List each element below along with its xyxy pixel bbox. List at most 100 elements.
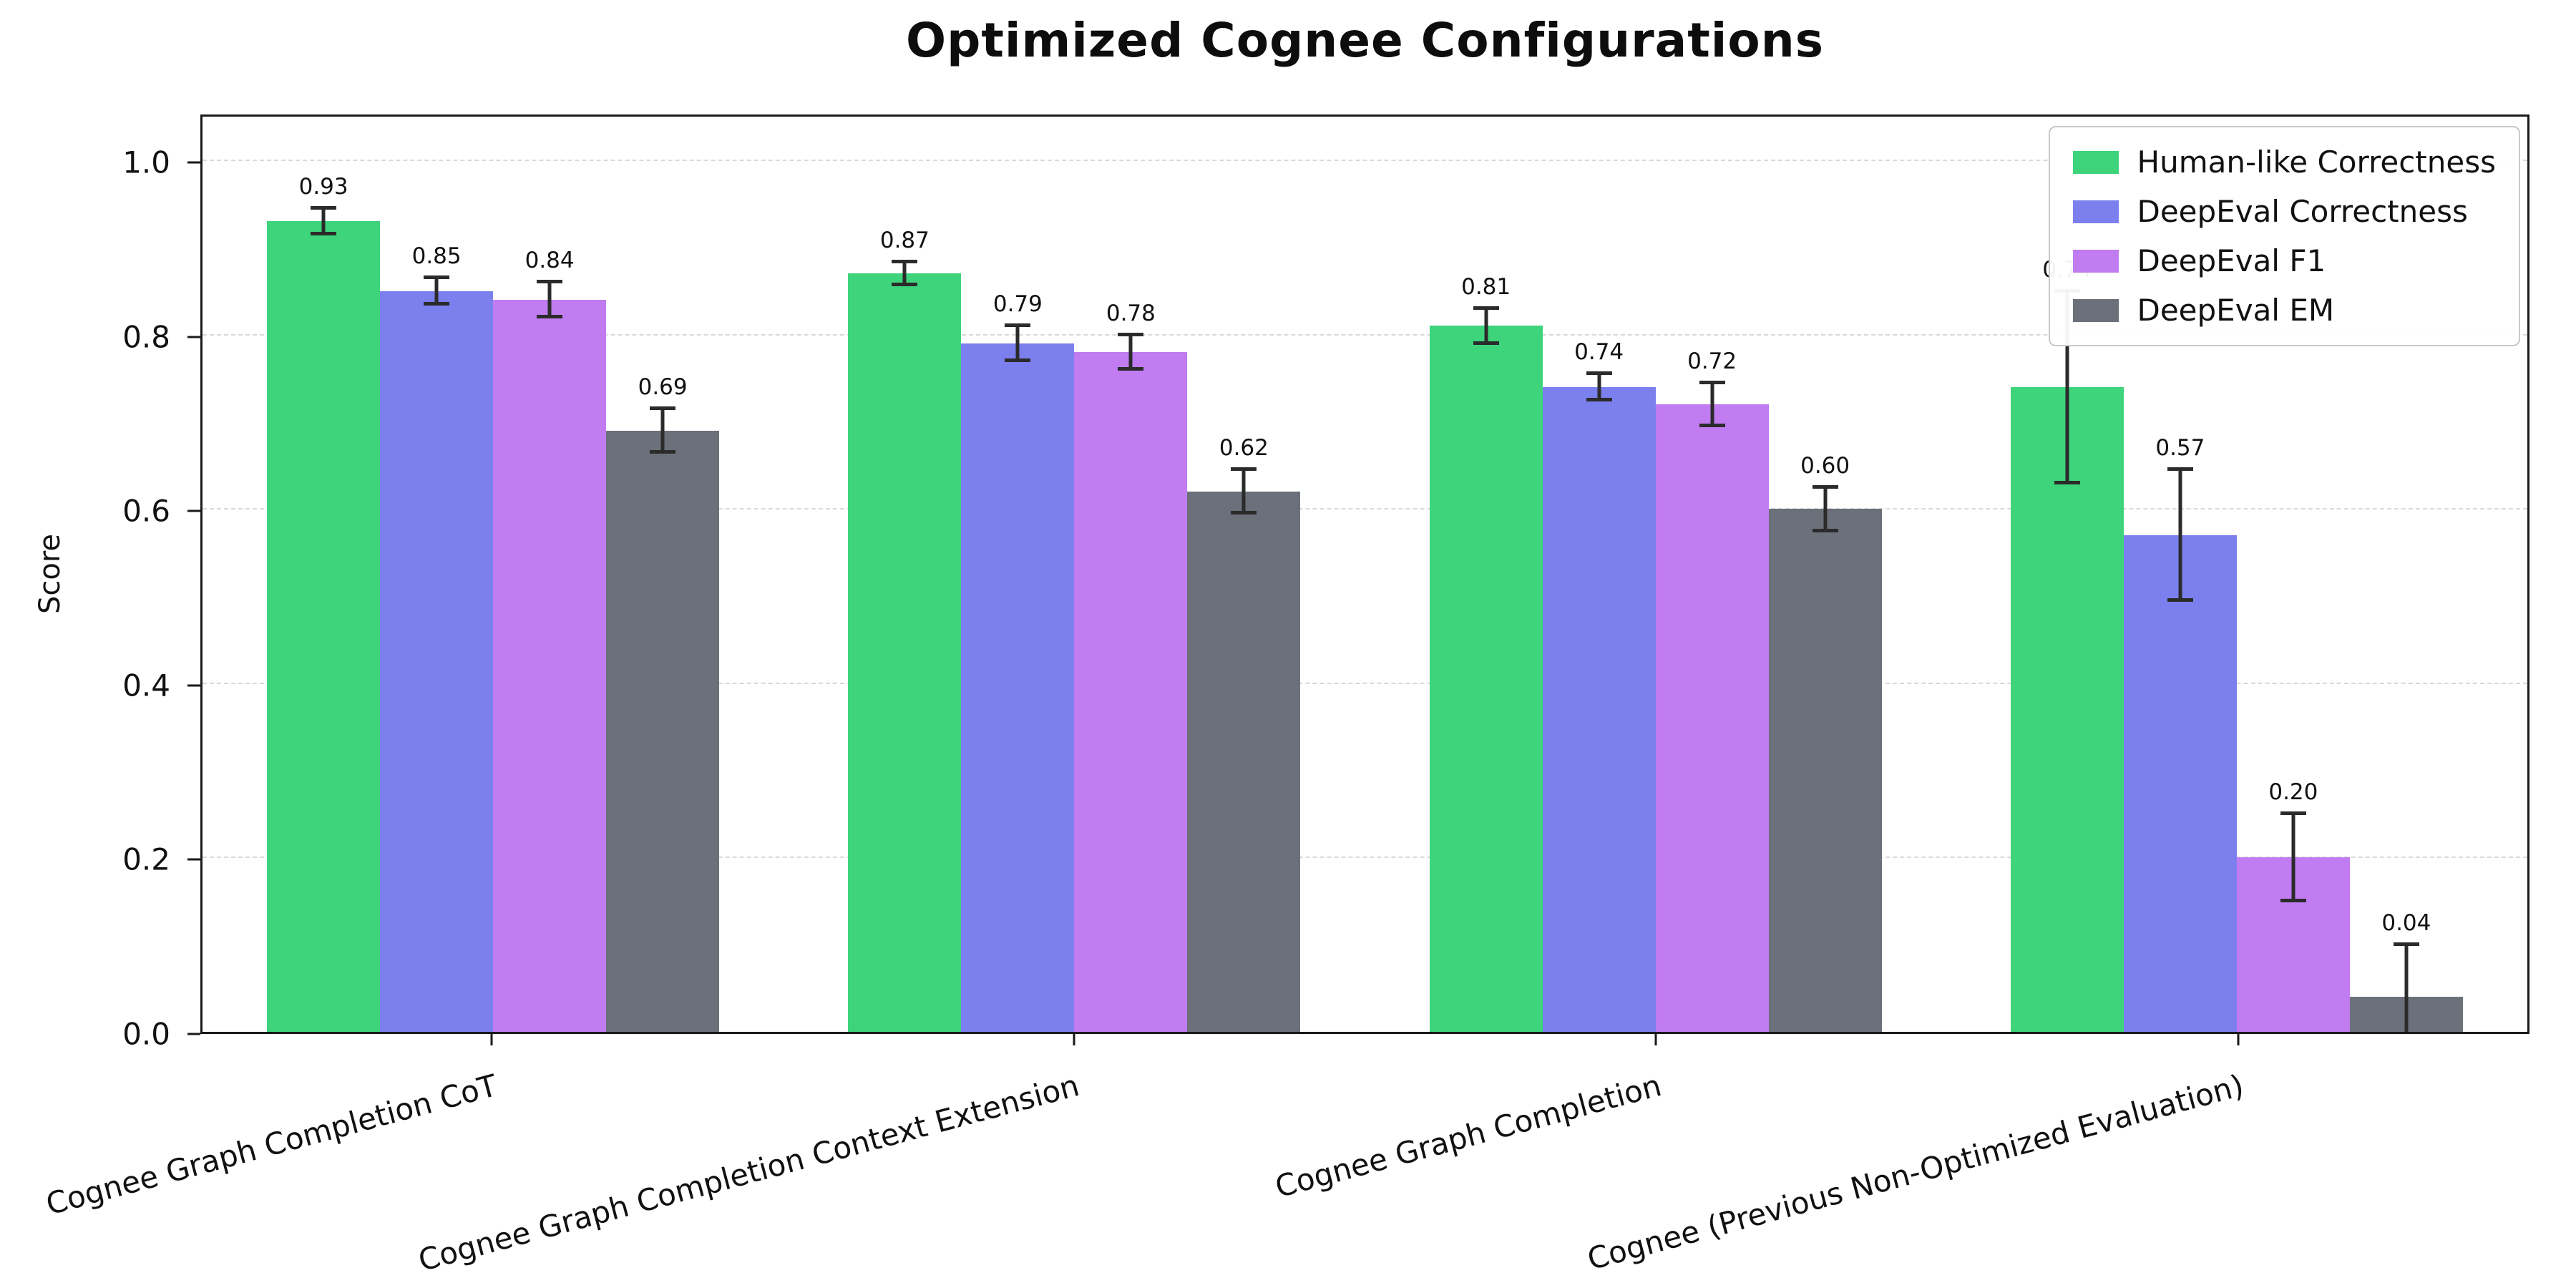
- error-cap-bottom: [2280, 899, 2306, 903]
- error-cap-bottom: [2167, 598, 2193, 602]
- error-bar: [1241, 469, 1246, 514]
- y-tick-mark: [187, 509, 200, 512]
- legend-label: Human-like Correctness: [2137, 145, 2497, 180]
- error-cap-top: [892, 260, 918, 264]
- bar: 0.84: [493, 248, 607, 1032]
- error-cap-top: [1005, 323, 1031, 328]
- y-tick-label: 1.0: [122, 145, 170, 180]
- bar-value-label: 0.74: [1574, 339, 1624, 366]
- error-cap-top: [1473, 306, 1499, 310]
- y-tick-mark: [187, 684, 200, 687]
- error-cap-top: [1586, 371, 1612, 376]
- error-cap-top: [1699, 380, 1725, 384]
- error-bar: [1597, 374, 1601, 400]
- error-cap-bottom: [2054, 480, 2080, 484]
- error-cap-bottom: [1699, 424, 1725, 428]
- gridline: [203, 508, 2527, 510]
- error-bar: [1015, 326, 1020, 361]
- bar: 0.79: [961, 291, 1075, 1032]
- error-cap-top: [2393, 942, 2419, 947]
- error-cap-bottom: [1118, 367, 1144, 371]
- bar-value-label: 0.79: [992, 291, 1043, 318]
- error-bar: [2178, 469, 2182, 601]
- bar: 0.04: [2349, 910, 2463, 1032]
- bar: 0.20: [2236, 779, 2350, 1032]
- bar-group: 0.74 0.57 0.20 0.04: [1946, 117, 2527, 1032]
- y-tick-mark: [187, 858, 200, 861]
- bar-value-label: 0.60: [1800, 452, 1850, 479]
- error-bar: [2291, 814, 2296, 902]
- error-cap-bottom: [537, 315, 563, 319]
- bar: 0.62: [1187, 435, 1301, 1032]
- error-bar: [660, 409, 665, 452]
- gridline: [203, 159, 2527, 161]
- legend-item: DeepEval EM: [2072, 293, 2497, 328]
- bar-value-label: 0.72: [1687, 348, 1737, 374]
- x-tick-label: Cognee Graph Completion CoT: [42, 1068, 501, 1222]
- x-tick-label: Cognee Graph Completion: [1272, 1068, 1666, 1205]
- bar: 0.57: [2123, 435, 2237, 1032]
- y-tick-label: 0.8: [122, 319, 170, 355]
- bar-group: 0.81 0.74 0.72 0.60: [1365, 117, 1946, 1032]
- y-tick-label: 0.6: [122, 493, 170, 529]
- error-cap-bottom: [1231, 511, 1257, 515]
- error-cap-bottom: [892, 283, 918, 287]
- bar-value-label: 0.93: [298, 173, 348, 200]
- error-bar: [2404, 945, 2409, 1032]
- error-cap-bottom: [311, 232, 337, 236]
- legend: Human-like Correctness DeepEval Correctne…: [2048, 126, 2520, 346]
- gridline: [203, 857, 2527, 859]
- bar: 0.74: [2010, 257, 2124, 1032]
- bar: 0.85: [380, 243, 494, 1032]
- error-bar: [1823, 487, 1828, 531]
- bar-value-label: 0.78: [1106, 300, 1156, 326]
- error-bar: [2065, 291, 2069, 483]
- x-tick-label: Cognee Graph Completion Context Extensio…: [414, 1068, 1083, 1279]
- bar: 0.72: [1655, 348, 1769, 1032]
- legend-item: DeepEval F1: [2072, 243, 2497, 278]
- legend-swatch: [2072, 200, 2119, 223]
- bar-value-label: 0.85: [411, 243, 462, 270]
- error-bar: [1484, 308, 1488, 343]
- y-tick-mark: [187, 161, 200, 164]
- bar-group: 0.87 0.79 0.78 0.62: [784, 117, 1365, 1032]
- y-tick-mark: [187, 336, 200, 338]
- error-cap-bottom: [1586, 397, 1612, 401]
- bar-value-label: 0.81: [1461, 273, 1511, 300]
- error-bar: [547, 282, 552, 318]
- error-cap-top: [311, 205, 337, 210]
- bar-value-label: 0.69: [638, 374, 688, 401]
- bar-groups: 0.93 0.85 0.84 0.69 0.87 0.79 0.78 0.62 0.81 0.74…: [203, 117, 2527, 1032]
- chart-title: Optimized Cognee Configurations: [905, 13, 1825, 68]
- error-cap-top: [1231, 467, 1257, 472]
- bar: 0.93: [267, 174, 381, 1032]
- bar: 0.60: [1768, 453, 1882, 1032]
- error-cap-bottom: [650, 449, 676, 454]
- error-bar: [1128, 334, 1133, 370]
- y-tick-mark: [187, 1033, 200, 1035]
- error-bar: [321, 208, 326, 235]
- error-cap-top: [650, 406, 676, 411]
- x-tick-mark: [1073, 1034, 1075, 1045]
- error-cap-top: [537, 280, 563, 284]
- y-tick-label: 0.0: [122, 1016, 170, 1052]
- bar: 0.78: [1074, 301, 1188, 1032]
- legend-swatch: [2072, 150, 2119, 174]
- error-cap-top: [1118, 332, 1144, 336]
- legend-label: DeepEval Correctness: [2137, 194, 2468, 229]
- bar: 0.69: [606, 374, 720, 1032]
- bar-value-label: 0.04: [2381, 910, 2431, 937]
- error-cap-top: [424, 275, 450, 280]
- gridline: [203, 333, 2527, 336]
- bar-value-label: 0.87: [879, 228, 930, 254]
- x-tick-mark: [2237, 1034, 2240, 1045]
- bar-value-label: 0.57: [2155, 435, 2205, 462]
- y-tick-label: 0.4: [122, 668, 170, 703]
- legend-label: DeepEval F1: [2137, 243, 2326, 278]
- bar-value-label: 0.20: [2268, 779, 2318, 806]
- bar-value-label: 0.62: [1219, 435, 1269, 462]
- legend-label: DeepEval EM: [2137, 293, 2335, 328]
- bar: 0.74: [1542, 339, 1656, 1032]
- legend-swatch: [2072, 249, 2119, 273]
